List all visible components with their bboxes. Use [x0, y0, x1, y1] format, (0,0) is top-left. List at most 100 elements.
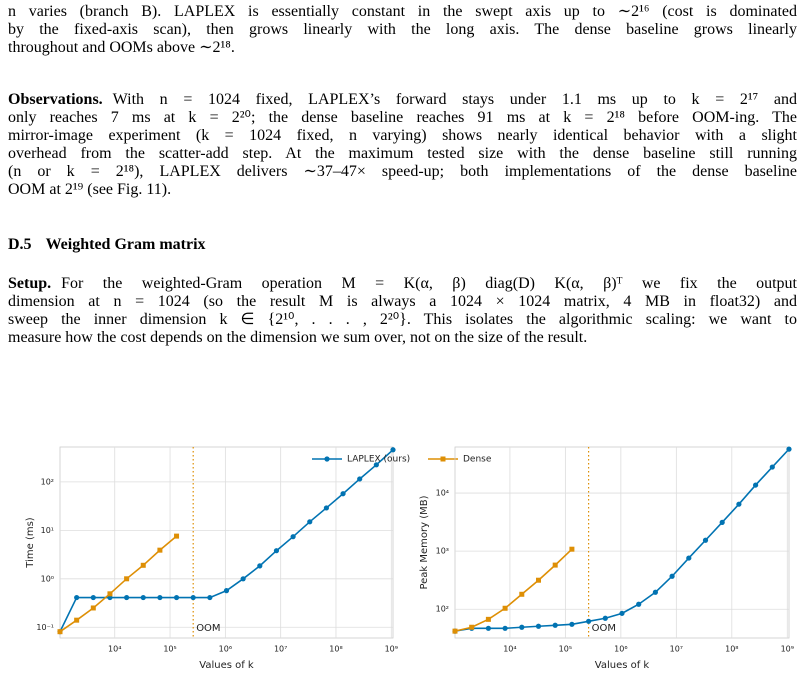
x-tick-label: 10⁷: [274, 645, 287, 654]
marker: [552, 562, 558, 568]
text-span: dimension at n = 1024 (so the result M i…: [8, 293, 797, 310]
marker: [273, 548, 280, 554]
paragraph-lead: Observations.: [8, 91, 103, 108]
marker: [90, 594, 96, 601]
legend-label: Dense: [463, 455, 492, 465]
text-span: mirror-image experiment (k = 1024 fixed,…: [8, 127, 797, 144]
y-tick-label: 10¹: [41, 526, 54, 535]
x-tick-label: 10⁷: [670, 645, 683, 654]
text-span: by the fixed-axis scan), then grows line…: [8, 21, 797, 38]
series-line: [454, 448, 790, 632]
text-line: by the fixed-axis scan), then grows line…: [8, 21, 797, 39]
text-span: overhead from the scatter-add step. At t…: [8, 145, 797, 162]
series-line: [454, 548, 573, 632]
y-tick-label: 10⁰: [41, 574, 54, 583]
marker: [552, 622, 558, 628]
text-span: only reaches 7 ms at k = 2²⁰; the dense …: [8, 109, 797, 126]
marker: [452, 628, 458, 634]
marker: [736, 501, 742, 507]
text-line: only reaches 7 ms at k = 2²⁰; the dense …: [8, 109, 797, 127]
marker: [257, 563, 263, 569]
marker: [569, 546, 575, 552]
annotation: OOM: [592, 623, 616, 634]
marker: [469, 624, 475, 630]
marker: [240, 576, 246, 582]
text-span: For the weighted-Gram operation M = K(α,…: [61, 275, 797, 292]
plot-frame: [454, 446, 790, 639]
marker: [769, 464, 775, 470]
marker: [157, 547, 163, 553]
series-line: [59, 535, 178, 633]
marker: [207, 594, 213, 601]
text-span: measure how the cost depends on the dime…: [8, 329, 588, 346]
text-span: n varies (branch B). LAPLEX is essential…: [8, 3, 797, 20]
marker: [636, 601, 642, 607]
text-line: mirror-image experiment (k = 1024 fixed,…: [8, 127, 797, 145]
x-tick-label: 10⁸: [725, 645, 738, 654]
x-tick-label: 10⁶: [614, 645, 627, 654]
marker: [519, 591, 525, 597]
legend-label: LAPLEX (ours): [347, 455, 410, 465]
marker: [107, 591, 113, 597]
marker: [753, 482, 759, 488]
marker: [124, 594, 130, 601]
text-line: Setup. For the weighted-Gram operation M …: [8, 275, 797, 293]
text-line: throughout and OOMs above ∼2¹⁸.: [8, 39, 797, 57]
legend-marker: [440, 456, 446, 462]
marker: [190, 594, 196, 601]
text-span: With n = 1024 fixed, LAPLEX’s forward st…: [112, 91, 797, 108]
text-span: sweep the inner dimension k ∈ {2¹⁰, . . …: [8, 311, 797, 328]
x-tick-label: 10⁸: [329, 645, 342, 654]
marker: [74, 594, 80, 601]
marker: [485, 625, 491, 631]
text-span: (n or k = 2¹⁸), LAPLEX delivers ∼37–47× …: [8, 163, 797, 180]
text-span: throughout and OOMs above ∼2¹⁸.: [8, 39, 235, 56]
marker: [57, 629, 63, 635]
x-tick-label: 10⁹: [385, 645, 398, 654]
section-number: D.5: [8, 236, 32, 253]
x-tick-label: 10⁶: [219, 645, 232, 654]
marker: [719, 519, 725, 525]
x-tick-label: 10⁹: [781, 645, 794, 654]
marker: [307, 519, 313, 525]
marker: [173, 594, 180, 601]
marker: [519, 624, 525, 630]
marker: [390, 447, 396, 453]
marker: [669, 573, 675, 579]
text-line: n varies (branch B). LAPLEX is essential…: [8, 3, 797, 21]
marker: [90, 605, 96, 611]
marker: [357, 476, 363, 482]
text-line: Observations. With n = 1024 fixed, LAPLEX…: [8, 91, 797, 109]
x-axis-label: Values of k: [595, 660, 650, 671]
marker: [602, 615, 608, 621]
y-axis-label: Time (ms): [25, 517, 36, 569]
marker: [373, 462, 379, 468]
marker: [786, 446, 792, 452]
marker: [140, 562, 146, 568]
plot-frame: [59, 446, 394, 639]
marker: [619, 610, 625, 616]
x-axis-label: Values of k: [199, 660, 254, 671]
y-tick-label: 10²: [436, 605, 449, 614]
marker: [502, 625, 508, 631]
text-line: OOM at 2¹⁹ (see Fig. 11).: [8, 181, 797, 199]
paragraph-lead: Setup.: [8, 275, 52, 292]
section-heading: D.5 Weighted Gram matrix: [8, 236, 206, 254]
y-tick-label: 10³: [436, 547, 449, 556]
series-line: [59, 449, 394, 633]
legend-marker: [324, 456, 330, 462]
marker: [702, 537, 709, 543]
x-tick-label: 10⁵: [559, 645, 572, 654]
y-tick-label: 10²: [41, 477, 54, 486]
marker: [340, 491, 346, 497]
text-line: dimension at n = 1024 (so the result M i…: [8, 293, 797, 311]
section-title: Weighted Gram matrix: [45, 236, 206, 253]
y-axis-label: Peak Memory (MB): [419, 495, 430, 589]
marker: [174, 533, 180, 539]
annotation: OOM: [196, 623, 220, 634]
marker: [140, 594, 146, 601]
text-line: sweep the inner dimension k ∈ {2¹⁰, . . …: [8, 311, 797, 329]
marker: [536, 577, 541, 583]
